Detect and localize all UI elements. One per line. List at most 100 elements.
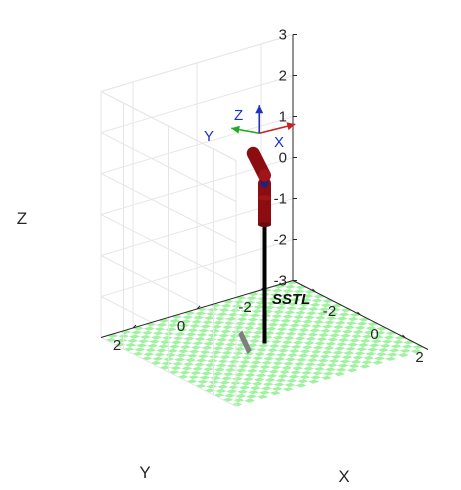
floor-tile xyxy=(140,334,151,340)
floor-tile xyxy=(156,348,168,353)
floor-tile xyxy=(303,340,315,346)
grid-line xyxy=(100,116,294,174)
floor-tile xyxy=(312,371,323,376)
floor-tile xyxy=(170,365,182,371)
floor-tile xyxy=(252,330,264,335)
floor-tile xyxy=(199,375,211,380)
floor-tile xyxy=(266,373,278,378)
floor-tile xyxy=(233,372,245,377)
floor-tile xyxy=(180,319,192,324)
floor-tile xyxy=(271,314,283,319)
floor-tile xyxy=(191,319,203,324)
floor-tile xyxy=(311,298,323,303)
floor-tile xyxy=(232,376,243,381)
floor-tile xyxy=(324,367,336,372)
floor-tile xyxy=(327,311,339,317)
floor-tile xyxy=(374,356,386,361)
floor-tile xyxy=(203,367,214,372)
floor-tile xyxy=(266,301,278,306)
floor-tile xyxy=(312,345,324,350)
floor-tile xyxy=(221,350,233,355)
floor-tile xyxy=(288,374,300,379)
floor-tile xyxy=(250,385,261,391)
floor-tile xyxy=(260,386,272,391)
floor-tile xyxy=(279,369,291,375)
floor-tile xyxy=(300,298,312,303)
grid-line xyxy=(100,255,237,325)
floor-tile xyxy=(142,330,153,335)
floor-tile xyxy=(239,359,251,365)
floor-tile xyxy=(178,323,190,328)
floor-tile xyxy=(293,289,305,294)
floor-tile xyxy=(136,343,148,348)
floor-tile xyxy=(305,362,316,367)
floor-tile xyxy=(317,358,329,363)
floor-tile xyxy=(254,351,266,357)
floor-tile xyxy=(214,341,226,347)
grid-line xyxy=(100,239,294,297)
floor-tile xyxy=(279,297,290,302)
x-axis-label: X xyxy=(338,467,349,485)
floor-tile xyxy=(246,394,258,399)
floor-tile xyxy=(178,349,189,354)
floor-tile xyxy=(185,357,196,363)
floor-tile xyxy=(334,320,346,325)
floor-tile xyxy=(296,332,308,337)
floor-tile xyxy=(282,314,294,319)
floor-tile xyxy=(240,308,252,313)
grid-line xyxy=(100,296,237,366)
floor-tile xyxy=(272,335,284,340)
floor-tile xyxy=(224,320,235,326)
robot-annotation: SSTL xyxy=(272,291,310,308)
floor-tile xyxy=(244,300,256,305)
floor-tile xyxy=(207,333,219,338)
floor-tile xyxy=(339,359,351,364)
floor-tile xyxy=(298,302,310,307)
floor-tile xyxy=(283,361,295,366)
floor-tile xyxy=(274,331,286,336)
floor-tile xyxy=(237,364,249,369)
floor-tile xyxy=(247,317,259,322)
floor-tile xyxy=(343,325,355,330)
floor-tile xyxy=(212,371,223,376)
floor-tile xyxy=(176,353,187,358)
floor-tile xyxy=(244,398,256,403)
floor-tile xyxy=(359,364,371,369)
floor-tile xyxy=(390,344,402,349)
floor-tile xyxy=(363,355,375,361)
floor-tile xyxy=(316,337,328,342)
floor-tile xyxy=(206,358,218,363)
floor-tile xyxy=(143,352,155,357)
floor-tile xyxy=(181,366,193,371)
floor-tile xyxy=(243,351,255,356)
floor-tile xyxy=(381,339,393,344)
floor-tile xyxy=(328,358,340,364)
floor-tile xyxy=(337,363,349,368)
floor-tile xyxy=(290,370,302,375)
z-tick-label: -1 xyxy=(274,191,287,208)
floor-tile xyxy=(217,384,229,389)
floor-tile xyxy=(184,310,196,316)
z-tick-label: 1 xyxy=(279,109,287,126)
floor-tile xyxy=(325,316,337,321)
floor-tile xyxy=(347,316,359,322)
floor-tile xyxy=(231,304,243,309)
floor-tile xyxy=(392,339,404,345)
floor-tile xyxy=(134,347,146,352)
floor-tile xyxy=(209,303,221,308)
floor-tile xyxy=(242,304,254,309)
floor-tile xyxy=(388,348,400,353)
x-tick-mark xyxy=(312,288,316,293)
x-tick-mark xyxy=(402,334,406,339)
floor-tile xyxy=(229,308,241,313)
floor-tile xyxy=(276,352,287,357)
floor-tile xyxy=(231,329,242,334)
floor-tile xyxy=(248,390,259,395)
floor-tile xyxy=(189,323,201,329)
floor-tile xyxy=(288,301,299,307)
floor-tile xyxy=(289,297,301,302)
floor-tile xyxy=(176,327,188,332)
floor-tile xyxy=(275,378,287,383)
floor-tile xyxy=(256,347,268,352)
floor-tile xyxy=(338,337,350,343)
